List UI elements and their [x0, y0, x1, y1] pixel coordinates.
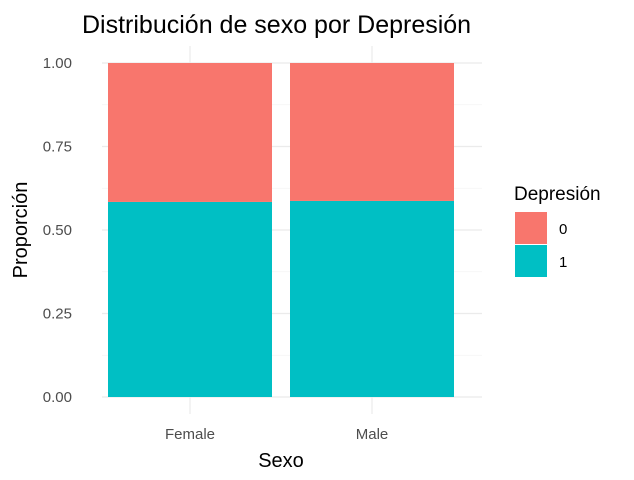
x-axis-title: Sexo	[258, 450, 304, 472]
chart-title: Distribución de sexo por Depresión	[82, 11, 471, 39]
x-tick-label: Female	[165, 426, 215, 443]
bar-male-depresion-1	[290, 200, 454, 397]
y-tick-label: 0.75	[43, 139, 72, 156]
y-tick-label: 1.00	[43, 55, 72, 72]
y-tick-label: 0.00	[43, 389, 72, 406]
legend-key-1	[515, 245, 547, 277]
bar-male-depresion-0	[290, 63, 454, 201]
legend-label-0: 0	[559, 221, 567, 238]
bars	[108, 63, 454, 397]
bar-female-depresion-1	[108, 201, 272, 397]
legend-title: Depresión	[514, 184, 601, 205]
y-tick-label: 0.25	[43, 306, 72, 323]
y-axis-ticks: 0.00 0.25 0.50 0.75 1.00	[43, 55, 72, 406]
legend: Depresión 01	[514, 184, 601, 277]
legend-key-0	[515, 212, 547, 244]
legend-label-1: 1	[559, 254, 567, 271]
y-tick-label: 0.50	[43, 222, 72, 239]
legend-items: 01	[515, 212, 567, 277]
x-tick-label: Male	[356, 426, 389, 443]
bar-female-depresion-0	[108, 63, 272, 202]
y-axis-title: Proporción	[10, 182, 32, 279]
x-axis-ticks: Female Male	[165, 426, 388, 443]
